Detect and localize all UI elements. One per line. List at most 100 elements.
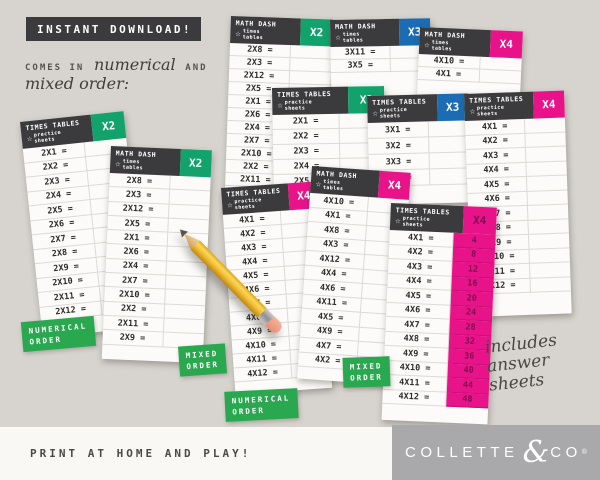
sheet-table-label: X2: [179, 149, 212, 178]
collette-co-logo: COLLETTE & CO ®: [392, 425, 600, 480]
question-cell: 2X1 =: [272, 113, 340, 130]
answer-cell: [527, 189, 568, 206]
subtitle-line: tables: [431, 45, 453, 53]
star-icon: ☆: [395, 215, 401, 226]
mixed-order-label: MIXED ORDER: [178, 343, 227, 377]
subtitle-line: tables: [342, 37, 364, 44]
registered-mark: ®: [581, 449, 587, 456]
sheet-subtitle: times tables: [122, 159, 143, 172]
answer-cell: [529, 247, 570, 264]
label-line: ORDER: [232, 405, 266, 417]
subtitle-line: sheets: [477, 110, 498, 118]
sheet-header: TIMES TABLES ☆ practice sheets X3: [367, 93, 469, 123]
answer-cell: [525, 146, 567, 163]
sheet-title-box: TIMES TABLES ☆ practice sheets: [464, 91, 534, 121]
sheet-header: MATH DASH ☆ times tables X3: [330, 18, 431, 47]
answer-cell: [526, 175, 568, 192]
sheet-rows: 3X11 = 3X5 =: [330, 45, 431, 73]
answer-cell: 48: [445, 392, 489, 409]
star-icon: ☆: [26, 133, 33, 144]
sheet-title-box: TIMES TABLES ☆ practice sheets: [272, 86, 349, 115]
sheet-subtitle-row: ☆ times tables: [115, 158, 178, 173]
sheet-subtitle: practice sheets: [402, 216, 430, 229]
sheet-header: MATH DASH ☆ times tables X2: [230, 16, 333, 47]
table-row: 3X5 =: [330, 58, 431, 73]
subtitle-line: sheets: [34, 136, 56, 145]
sheet-title-box: MATH DASH ☆ times tables: [230, 16, 302, 46]
sheet-subtitle-row: ☆ practice sheets: [395, 215, 461, 230]
sheet-subtitle: times tables: [243, 28, 264, 41]
answer-cell: [527, 204, 569, 221]
numerical-order-label: NUMERICAL ORDER: [20, 315, 96, 353]
star-icon: ☆: [277, 100, 283, 111]
question-cell: 4X12 =: [233, 364, 293, 383]
question-cell: 3X3 =: [368, 153, 430, 171]
sheet-subtitle: practice sheets: [285, 99, 313, 111]
sheet-title-box: TIMES TABLES ☆ practice sheets: [389, 203, 464, 234]
answer-cell: [524, 117, 566, 134]
intro-script-mixed: mixed order:: [25, 74, 130, 93]
sheet-title: MATH DASH: [335, 22, 376, 31]
sheet-subtitle-row: ☆ times tables: [235, 28, 299, 42]
sheet-subtitle: times tables: [343, 31, 364, 43]
intro-pre: COMES IN: [25, 63, 85, 73]
subtitle-line: sheets: [284, 105, 306, 112]
star-icon: ☆: [115, 158, 121, 169]
intro-script-numerical: numerical: [94, 55, 176, 74]
sheet-rows: 4X10 = 4X1 =: [417, 53, 522, 85]
sheet-rows: 2X8 = 2X3 = 2X12 = 2X5 = 2X1 = 2X6 = 2X4 = 2X7 …: [102, 172, 211, 349]
sheet-subtitle: practice sheets: [34, 130, 62, 145]
brand-name: COLLETTE: [405, 444, 519, 461]
question-cell: 2X9 =: [102, 330, 164, 348]
sheet-timestables-x4-answers: TIMES TABLES ☆ practice sheets X4 4X1 = 4 4X2 =…: [381, 203, 497, 425]
sheet-subtitle: times tables: [431, 40, 452, 53]
sheet-subtitle-row: ☆ practice sheets: [277, 99, 347, 112]
sheet-title-box: MATH DASH ☆ times tables: [418, 27, 491, 58]
subtitle-line: tables: [242, 34, 264, 42]
intro-mid: AND: [185, 63, 208, 73]
numerical-order-label: NUMERICAL ORDER: [224, 388, 299, 422]
sheet-subtitle-row: ☆ times tables: [335, 31, 397, 44]
subtitle-line: sheets: [402, 221, 424, 229]
footer-band: PRINT AT HOME AND PLAY! COLLETTE & CO ®: [0, 425, 600, 480]
brand-co: CO: [550, 444, 582, 461]
sheet-title: TIMES TABLES: [277, 89, 332, 99]
star-icon: ☆: [372, 108, 379, 119]
star-icon: ☆: [335, 32, 341, 43]
star-icon: ☆: [469, 106, 476, 117]
sheet-subtitle: practice sheets: [477, 105, 505, 118]
subtitle-line: tables: [322, 184, 344, 193]
answer-cell: [428, 136, 470, 154]
question-cell: 4X1 =: [417, 66, 480, 83]
subtitle-line: sheets: [379, 113, 401, 120]
answer-cell: [530, 276, 571, 293]
star-icon: ☆: [424, 39, 430, 50]
sheet-table-label: X4: [532, 90, 565, 119]
sheet-title-box: MATH DASH ☆ times tables: [330, 18, 400, 47]
subtitle-line: tables: [122, 164, 144, 172]
answer-cell: [525, 131, 566, 148]
question-cell: 3X11 =: [330, 45, 391, 60]
sheet-title-box: TIMES TABLES ☆ practice sheets: [367, 94, 438, 123]
sheet-subtitle: practice sheets: [380, 107, 408, 120]
star-icon: ☆: [226, 199, 233, 211]
answer-cell: [428, 120, 470, 138]
answer-cell: [429, 152, 470, 170]
sheet-table-label: X2: [91, 111, 127, 142]
answer-cell: [526, 160, 567, 177]
label-line: ORDER: [186, 359, 220, 372]
question-cell: 2X3 =: [272, 143, 341, 160]
sheet-subtitle-row: ☆ times tables: [424, 39, 488, 54]
sheet-rows: 4X1 = 4 4X2 = 8 4X3 = 12 4X4 = 16 4X5 = 20 4X6 = 24…: [382, 229, 496, 409]
sheet-table-label: X2: [300, 18, 333, 47]
question-cell: 3X5 =: [330, 58, 391, 73]
sheet-table-label: X4: [462, 206, 497, 235]
sheet-subtitle-row: ☆ practice sheets: [469, 104, 531, 118]
answer-cell: [528, 218, 569, 235]
sheet-subtitle: times tables: [323, 179, 344, 192]
question-cell: 3X1 =: [367, 121, 429, 139]
question-cell: 4X12 =: [382, 389, 447, 407]
answer-cell: [479, 69, 522, 85]
mixed-order-label: MIXED ORDER: [342, 356, 391, 388]
